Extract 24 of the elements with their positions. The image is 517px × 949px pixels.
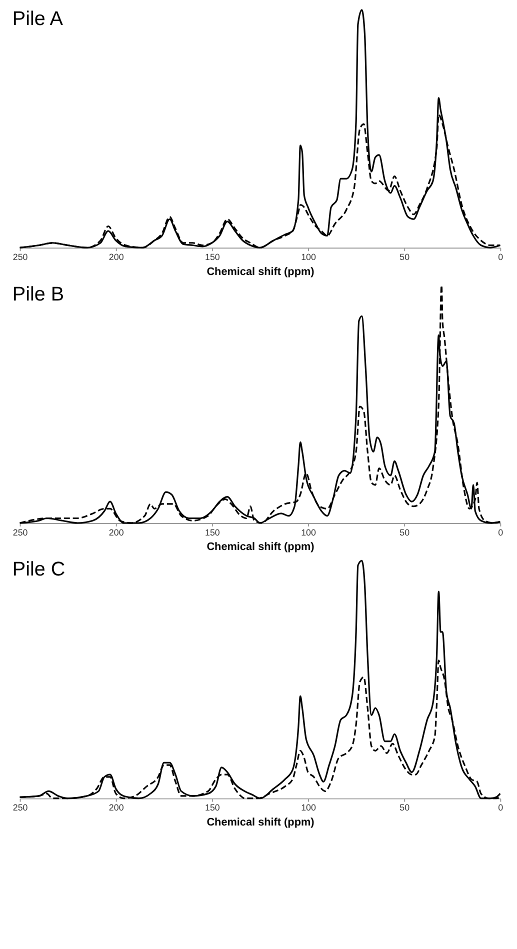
- x-tick-label: 250: [12, 252, 28, 262]
- chart-title: Pile A: [12, 8, 64, 30]
- x-axis-title: Chemical shift (ppm): [206, 541, 315, 554]
- x-axis-title: Chemical shift (ppm): [206, 266, 315, 278]
- x-tick-label: 250: [12, 802, 28, 813]
- x-tick-label: 50: [400, 527, 410, 538]
- x-tick-label: 150: [205, 252, 220, 262]
- x-axis-title: Chemical shift (ppm): [206, 816, 315, 829]
- x-tick-label: 50: [400, 252, 410, 262]
- x-tick-label: 0: [498, 527, 504, 538]
- x-tick-label: 50: [400, 802, 410, 813]
- x-tick-label: 0: [498, 802, 504, 813]
- chart-title: Pile B: [12, 283, 64, 306]
- x-tick-label: 100: [301, 252, 316, 262]
- chart-title: Pile C: [12, 558, 66, 581]
- x-tick-label: 150: [205, 527, 220, 538]
- x-tick-label: 200: [108, 802, 124, 813]
- x-tick-label: 100: [301, 527, 316, 538]
- x-tick-label: 200: [108, 252, 124, 262]
- x-tick-label: 200: [108, 527, 124, 538]
- x-tick-label: 150: [205, 802, 220, 813]
- x-tick-label: 250: [12, 527, 28, 538]
- x-tick-label: 0: [498, 252, 504, 262]
- x-tick-label: 100: [301, 802, 316, 813]
